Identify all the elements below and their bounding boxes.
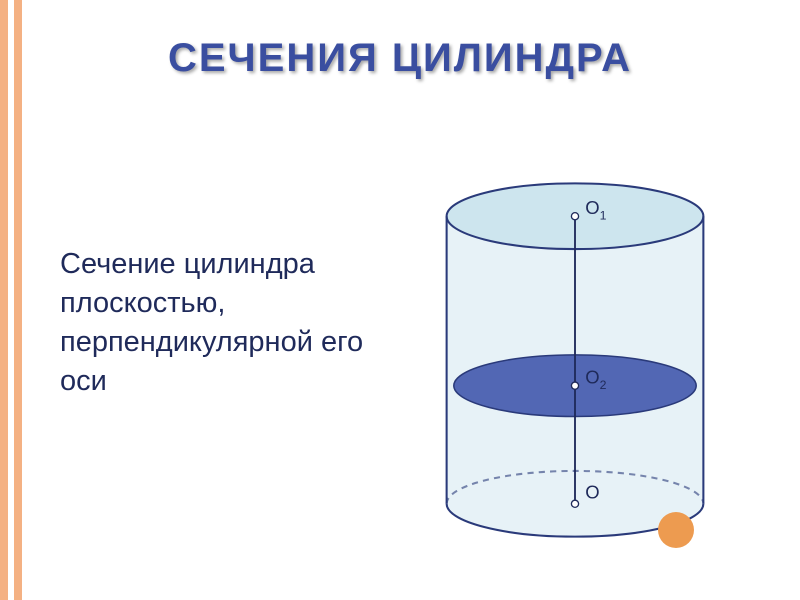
- left-border-outer: [0, 0, 8, 600]
- left-border-inner: [14, 0, 22, 600]
- svg-text:О: О: [585, 482, 599, 503]
- accent-dot-icon: [658, 512, 694, 548]
- left-decorative-border: [0, 0, 22, 600]
- cylinder-svg: О1О2О: [420, 170, 730, 550]
- body-description: Сечение цилиндра плоскостью, перпендикул…: [60, 245, 400, 402]
- cylinder-diagram: О1О2О: [420, 170, 730, 550]
- page-title: СЕЧЕНИЯ ЦИЛИНДРА: [168, 36, 632, 81]
